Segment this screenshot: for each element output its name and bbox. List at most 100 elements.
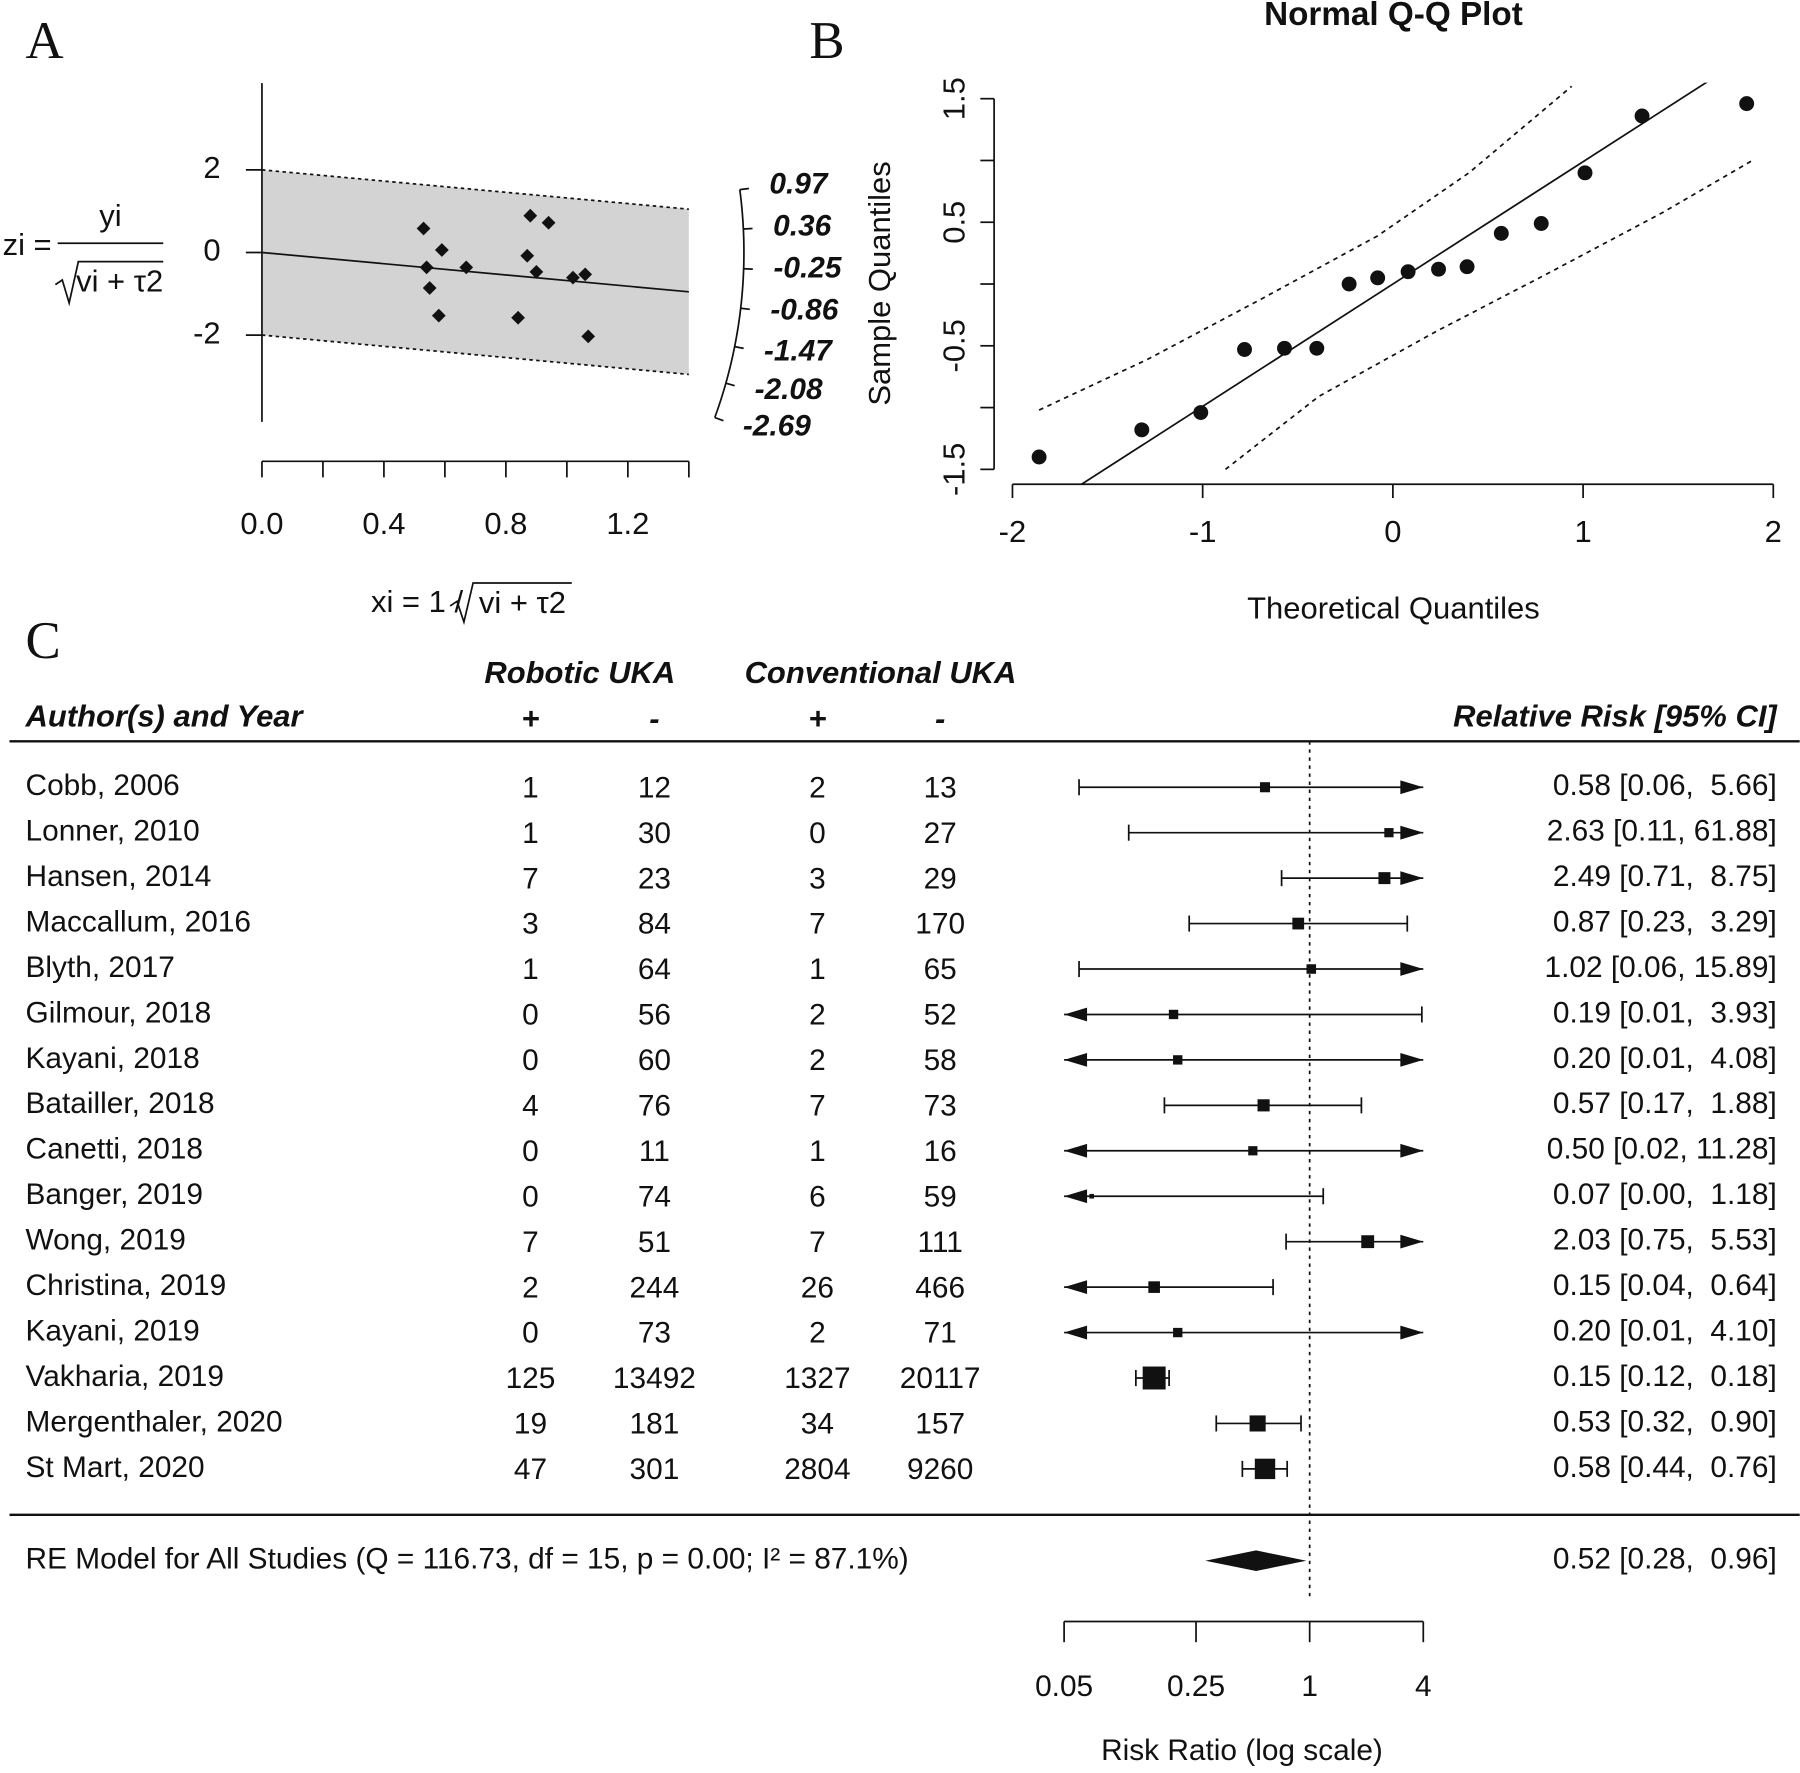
- count-cell: 7: [809, 908, 826, 941]
- column-header: -: [935, 701, 945, 736]
- count-cell: 2: [809, 771, 826, 804]
- count-cell: 0: [522, 999, 539, 1032]
- point: [459, 260, 474, 275]
- count-cell: 125: [506, 1362, 556, 1395]
- point: [1577, 165, 1593, 181]
- clip-arrow: [1400, 1325, 1424, 1340]
- count-cell: 26: [801, 1271, 834, 1304]
- value-label: 2.63 [0.11, 61.88]: [1547, 815, 1777, 848]
- x-tick-label: 1: [1301, 1670, 1318, 1703]
- count-cell: 58: [924, 1044, 957, 1077]
- point-estimate: [1148, 1281, 1160, 1293]
- fit-line: [261, 251, 689, 293]
- group-header: Conventional UKA: [745, 655, 1017, 690]
- count-cell: 301: [630, 1453, 680, 1486]
- clip-arrow: [1400, 1143, 1424, 1158]
- point: [1400, 264, 1416, 280]
- count-cell: 2: [809, 999, 826, 1032]
- count-cell: 52: [924, 999, 957, 1032]
- fit-line: [1079, 82, 1708, 485]
- count-cell: 2804: [784, 1453, 850, 1486]
- count-cell: 56: [638, 999, 671, 1032]
- panel-label: B: [809, 12, 844, 70]
- count-cell: 71: [924, 1317, 957, 1350]
- study-label: Blyth, 2017: [26, 951, 175, 984]
- arc-tick: [739, 187, 750, 191]
- point: [529, 264, 544, 279]
- y-tick-label: 0: [203, 233, 220, 268]
- study-label: Hansen, 2014: [26, 860, 212, 893]
- clip-arrow: [1064, 1280, 1088, 1295]
- count-cell: 47: [514, 1453, 547, 1486]
- chart-title: Normal Q-Q Plot: [1264, 0, 1523, 33]
- clip-arrow: [1064, 1007, 1088, 1022]
- count-cell: 64: [638, 953, 671, 986]
- count-cell: 157: [915, 1408, 965, 1441]
- point-estimate: [1248, 1146, 1258, 1156]
- x-tick-label: 0.4: [362, 506, 405, 541]
- value-label: 0.58 [0.06, 5.66]: [1553, 769, 1777, 802]
- arc-tick: [734, 345, 744, 350]
- y-tick-label: 1.5: [936, 77, 971, 120]
- arc-tick-label: -1.47: [764, 334, 833, 367]
- count-cell: 34: [801, 1408, 834, 1441]
- arc-tick: [725, 382, 735, 387]
- count-cell: 1: [809, 1135, 826, 1168]
- point: [416, 221, 431, 236]
- count-cell: 11: [639, 1135, 670, 1168]
- x-tick-label: 4: [1415, 1670, 1432, 1703]
- x-tick-label: -1: [1189, 514, 1217, 549]
- point-estimate: [1249, 1415, 1266, 1432]
- column-header: +: [808, 701, 826, 736]
- group-header: Robotic UKA: [484, 655, 675, 690]
- clip-arrow: [1400, 825, 1424, 840]
- arc-tick-label: -2.08: [755, 373, 823, 406]
- x-tick-label: 1.2: [606, 506, 649, 541]
- point-estimate: [1089, 1193, 1094, 1199]
- point-estimate: [1384, 828, 1394, 838]
- band-edge: [261, 168, 689, 211]
- point: [434, 243, 449, 257]
- clip-arrow: [1064, 1053, 1088, 1067]
- y-tick-label: 0.5: [936, 201, 971, 244]
- point: [523, 208, 538, 223]
- point: [1533, 216, 1549, 231]
- x-tick-label: 0.05: [1035, 1670, 1093, 1703]
- value-label: 2.49 [0.71, 8.75]: [1553, 860, 1777, 893]
- point: [1031, 449, 1047, 465]
- count-cell: 244: [630, 1271, 680, 1304]
- count-cell: 84: [638, 908, 671, 941]
- value-label: 0.20 [0.01, 4.10]: [1553, 1314, 1777, 1347]
- x-tick-label: 0: [1384, 514, 1401, 549]
- count-cell: 1: [809, 953, 826, 986]
- study-label: Vakharia, 2019: [26, 1360, 224, 1393]
- count-cell: 19: [514, 1408, 547, 1441]
- arc-tick-label: -0.86: [770, 294, 838, 327]
- count-cell: 27: [924, 817, 957, 850]
- value-label: 0.15 [0.04, 0.64]: [1553, 1269, 1777, 1302]
- count-cell: 1: [522, 953, 539, 986]
- x-axis-label: xi = 1 /: [371, 584, 463, 619]
- count-cell: 7: [809, 1226, 826, 1259]
- count-cell: 9260: [907, 1453, 973, 1486]
- count-cell: 0: [809, 817, 826, 850]
- study-label: Kayani, 2019: [26, 1314, 200, 1347]
- count-cell: 2: [522, 1271, 539, 1304]
- point: [1459, 259, 1475, 275]
- study-label: Canetti, 2018: [26, 1133, 203, 1166]
- point-estimate: [1259, 782, 1271, 793]
- summary-label: RE Model for All Studies (Q = 116.73, df…: [26, 1543, 909, 1576]
- x-axis-label: Theoretical Quantiles: [1247, 591, 1540, 626]
- clip-arrow: [1064, 1143, 1088, 1158]
- point: [520, 248, 535, 263]
- arc-tick: [714, 416, 724, 422]
- point: [422, 281, 437, 295]
- point-estimate: [1254, 1458, 1276, 1480]
- count-cell: 76: [638, 1090, 671, 1123]
- point: [566, 270, 580, 285]
- x-axis-label: vi + τ2: [479, 585, 566, 620]
- count-cell: 0: [522, 1135, 539, 1168]
- panel-label: C: [26, 612, 61, 670]
